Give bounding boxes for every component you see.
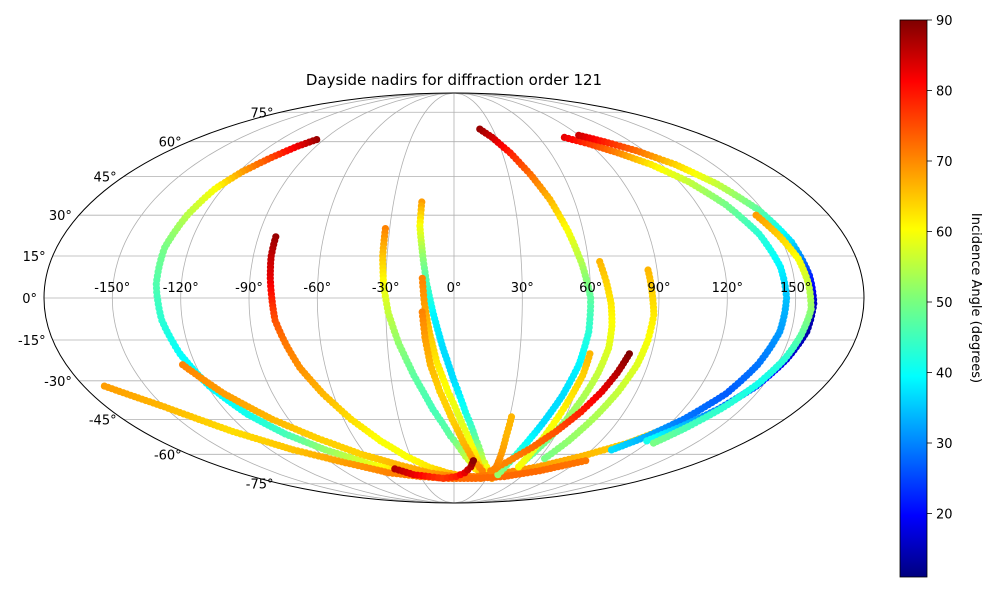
data-point	[541, 455, 549, 463]
data-point	[607, 446, 616, 454]
data-point	[469, 457, 477, 465]
x-tick-label: -150°	[94, 281, 130, 296]
data-point	[515, 463, 523, 471]
data-point	[491, 465, 500, 473]
x-tick-label: 60°	[579, 281, 602, 296]
colorbar-label: Incidence Angle (degrees)	[968, 213, 983, 383]
x-tick-label: -120°	[163, 281, 199, 296]
map-boundary	[43, 92, 865, 504]
colorbar: 20 30 40 50 60 70 80 90 Incidence Angle (degree…	[899, 14, 983, 578]
colorbar-tick-label: 80	[936, 85, 953, 100]
colorbar-ticks: 20 30 40 50 60 70 80 90	[927, 14, 953, 523]
y-tick-label: 60°	[159, 136, 182, 151]
y-tick-label: -60°	[154, 448, 182, 463]
y-tick-label: -45°	[89, 413, 117, 428]
y-tick-label: -75°	[246, 478, 274, 493]
y-tick-label: 0°	[22, 292, 37, 307]
scatter-points	[100, 125, 818, 482]
colorbar-tick-label: 40	[936, 367, 953, 382]
y-tick-label: -30°	[44, 375, 72, 390]
x-tick-label: -60°	[303, 281, 331, 296]
chart-title: Dayside nadirs for diffraction order 121	[306, 71, 602, 89]
x-tick-labels: -150° -120° -90° -60° -30° 0° 30° 60° 90° 120° 150…	[94, 281, 811, 296]
data-point	[494, 471, 502, 479]
data-point	[582, 457, 590, 465]
y-tick-label: 45°	[94, 171, 117, 186]
y-tick-label: 15°	[23, 250, 46, 265]
colorbar-tick-label: 70	[936, 155, 953, 170]
colorbar-tick-label: 20	[936, 508, 953, 523]
x-tick-label: -30°	[372, 281, 400, 296]
colorbar-tick-label: 30	[936, 437, 953, 452]
colorbar-tick-label: 50	[936, 296, 953, 311]
x-tick-label: 150°	[780, 281, 811, 296]
y-tick-label: -15°	[18, 334, 46, 349]
x-tick-label: 120°	[712, 281, 743, 296]
colorbar-tick-label: 90	[936, 14, 953, 29]
x-tick-label: -90°	[235, 281, 263, 296]
data-point	[649, 439, 658, 447]
colorbar-bar	[899, 19, 928, 578]
y-tick-label: 75°	[250, 106, 273, 121]
x-tick-label: 90°	[647, 281, 670, 296]
x-tick-label: 30°	[511, 281, 534, 296]
colorbar-tick-label: 60	[936, 226, 953, 241]
y-tick-labels: -75° -60° -45° -30° -15° 0° 15° 30° 45° 60° 75°	[18, 106, 274, 492]
data-point	[643, 437, 651, 445]
y-tick-label: 30°	[49, 209, 72, 224]
x-tick-label: 0°	[447, 281, 462, 296]
